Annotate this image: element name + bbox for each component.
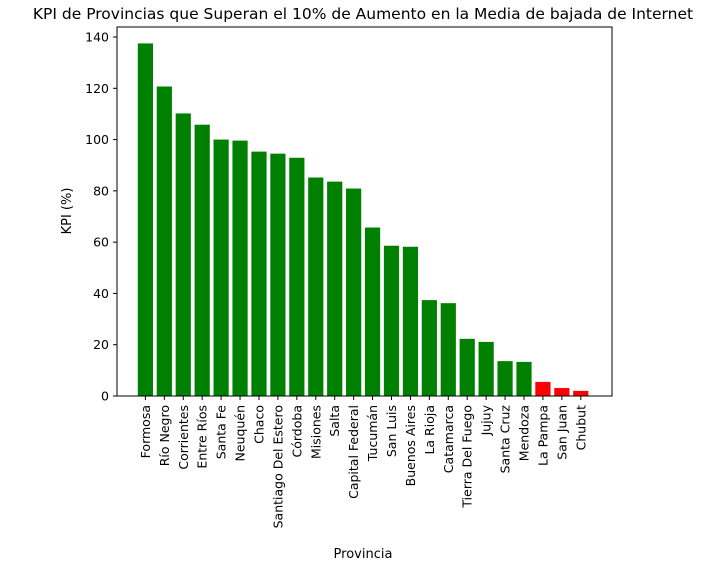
x-tick-label: Formosa — [138, 405, 153, 458]
bar-neuquén — [232, 140, 248, 396]
x-tick-label: Capital Federal — [346, 405, 361, 499]
bar-la-pampa — [535, 381, 551, 396]
bar-río-negro — [156, 86, 172, 397]
bar-misiones — [308, 177, 324, 396]
x-tick-label: San Luis — [384, 405, 399, 457]
x-tick-label: Santa Fe — [214, 405, 229, 460]
bar-santa-cruz — [497, 361, 513, 396]
x-tick-label: Mendoza — [517, 405, 532, 461]
x-tick-label: Chaco — [251, 405, 266, 444]
x-tick-label: Salta — [327, 405, 342, 437]
bar-jujuy — [478, 341, 494, 396]
bar-catamarca — [440, 303, 456, 396]
bar-santa-fe — [213, 139, 229, 396]
bar-buenos-aires — [402, 246, 419, 396]
bar-chubut — [573, 390, 589, 396]
x-tick-label: Tucumán — [365, 405, 380, 462]
y-tick-label: 80 — [93, 183, 109, 198]
y-tick-label: 0 — [101, 389, 109, 404]
bar-tierra-del-fuego — [459, 338, 475, 396]
bar-san-luis — [383, 245, 400, 396]
y-axis-label: KPI (%) — [60, 188, 75, 235]
x-axis-ticks: Formosa Río Negro Corrientes Entre Ríos Sant… — [138, 396, 588, 528]
x-tick-label: Catamarca — [441, 405, 456, 473]
bar-santiago-del-estero — [270, 153, 286, 396]
x-tick-label: Misiones — [308, 405, 323, 459]
bar-salta — [327, 181, 343, 396]
x-tick-label: Chubut — [573, 405, 588, 450]
bar-chaco — [251, 151, 267, 396]
y-tick-label: 100 — [85, 132, 109, 147]
x-axis-label: Provincia — [334, 547, 393, 562]
bar-mendoza — [516, 361, 532, 396]
y-axis-ticks: 0 20 40 60 80 100 120 140 — [85, 30, 117, 404]
x-tick-label: La Rioja — [422, 405, 437, 455]
y-tick-label: 20 — [93, 337, 109, 352]
bar-tucumán — [364, 227, 381, 396]
bar-entre-ríos — [194, 124, 210, 396]
x-tick-label: San Juan — [554, 405, 569, 460]
x-tick-label: Santa Cruz — [498, 405, 513, 474]
y-tick-label: 120 — [85, 81, 109, 96]
x-tick-label: Córdoba — [289, 405, 304, 457]
chart-title: KPI de Provincias que Superan el 10% de … — [33, 5, 693, 23]
x-tick-label: Corrientes — [176, 405, 191, 470]
bar-córdoba — [289, 157, 305, 396]
y-tick-label: 60 — [93, 235, 109, 250]
bar-capital-federal — [346, 188, 362, 396]
x-tick-label: Tierra Del Fuego — [460, 405, 475, 509]
bars-group — [137, 43, 589, 397]
bar-la-rioja — [421, 300, 437, 396]
bar-formosa — [137, 43, 153, 396]
x-tick-label: Neuquén — [233, 405, 248, 461]
bar-san-juan — [554, 388, 570, 396]
x-tick-label: Santiago Del Estero — [270, 405, 285, 528]
bar-corrientes — [175, 113, 191, 397]
y-tick-label: 40 — [93, 286, 109, 301]
x-tick-label: Río Negro — [157, 405, 172, 466]
x-tick-label: Entre Ríos — [195, 405, 210, 469]
y-tick-label: 140 — [85, 30, 109, 45]
plot-frame — [116, 26, 613, 397]
x-tick-label: Jujuy — [479, 404, 494, 436]
x-tick-label: La Pampa — [535, 405, 550, 466]
x-tick-label: Buenos Aires — [403, 405, 418, 486]
